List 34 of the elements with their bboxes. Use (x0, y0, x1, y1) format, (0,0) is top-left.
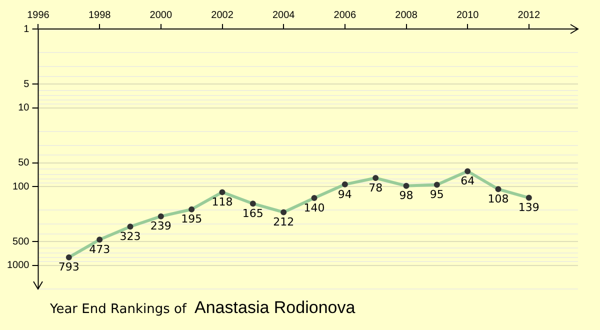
y-tick-label: 1 (24, 24, 30, 35)
data-label: 118 (212, 196, 233, 209)
data-label: 94 (338, 188, 352, 201)
data-label: 108 (488, 192, 509, 206)
y-tick-label: 50 (18, 158, 30, 169)
x-tick-label: 2002 (211, 10, 234, 21)
data-label: 473 (89, 243, 110, 256)
data-label: 139 (518, 201, 540, 214)
data-label: 98 (399, 189, 414, 202)
data-label: 323 (120, 230, 141, 243)
x-tick-label: 2004 (272, 10, 296, 21)
data-label: 78 (368, 181, 383, 194)
x-tick-label: 1998 (88, 10, 112, 21)
data-label: 239 (150, 220, 172, 233)
y-tick-label: 5 (24, 78, 30, 90)
data-label: 195 (181, 212, 202, 226)
data-label: 212 (273, 216, 294, 229)
text: Anastasia Rodionova (194, 298, 356, 317)
y-tick-label: 100 (12, 181, 30, 192)
data-label: 64 (460, 174, 475, 188)
data-label: 95 (430, 188, 444, 202)
y-tick-label: 500 (12, 236, 30, 248)
x-tick-label: 2012 (518, 10, 540, 21)
y-tick-label: 10 (18, 102, 30, 114)
x-tick-label: 2008 (395, 10, 418, 21)
text: Year End Rankings of (50, 302, 187, 317)
x-tick-label: 2010 (456, 10, 480, 21)
x-tick-label: 2000 (150, 10, 172, 21)
data-label: 140 (304, 201, 325, 214)
data-label: 165 (242, 207, 264, 220)
data-label: 793 (58, 260, 80, 274)
y-tick-label: 1000 (6, 260, 30, 272)
x-tick-label: 2006 (334, 10, 356, 21)
x-tick-label: 1996 (27, 10, 50, 21)
